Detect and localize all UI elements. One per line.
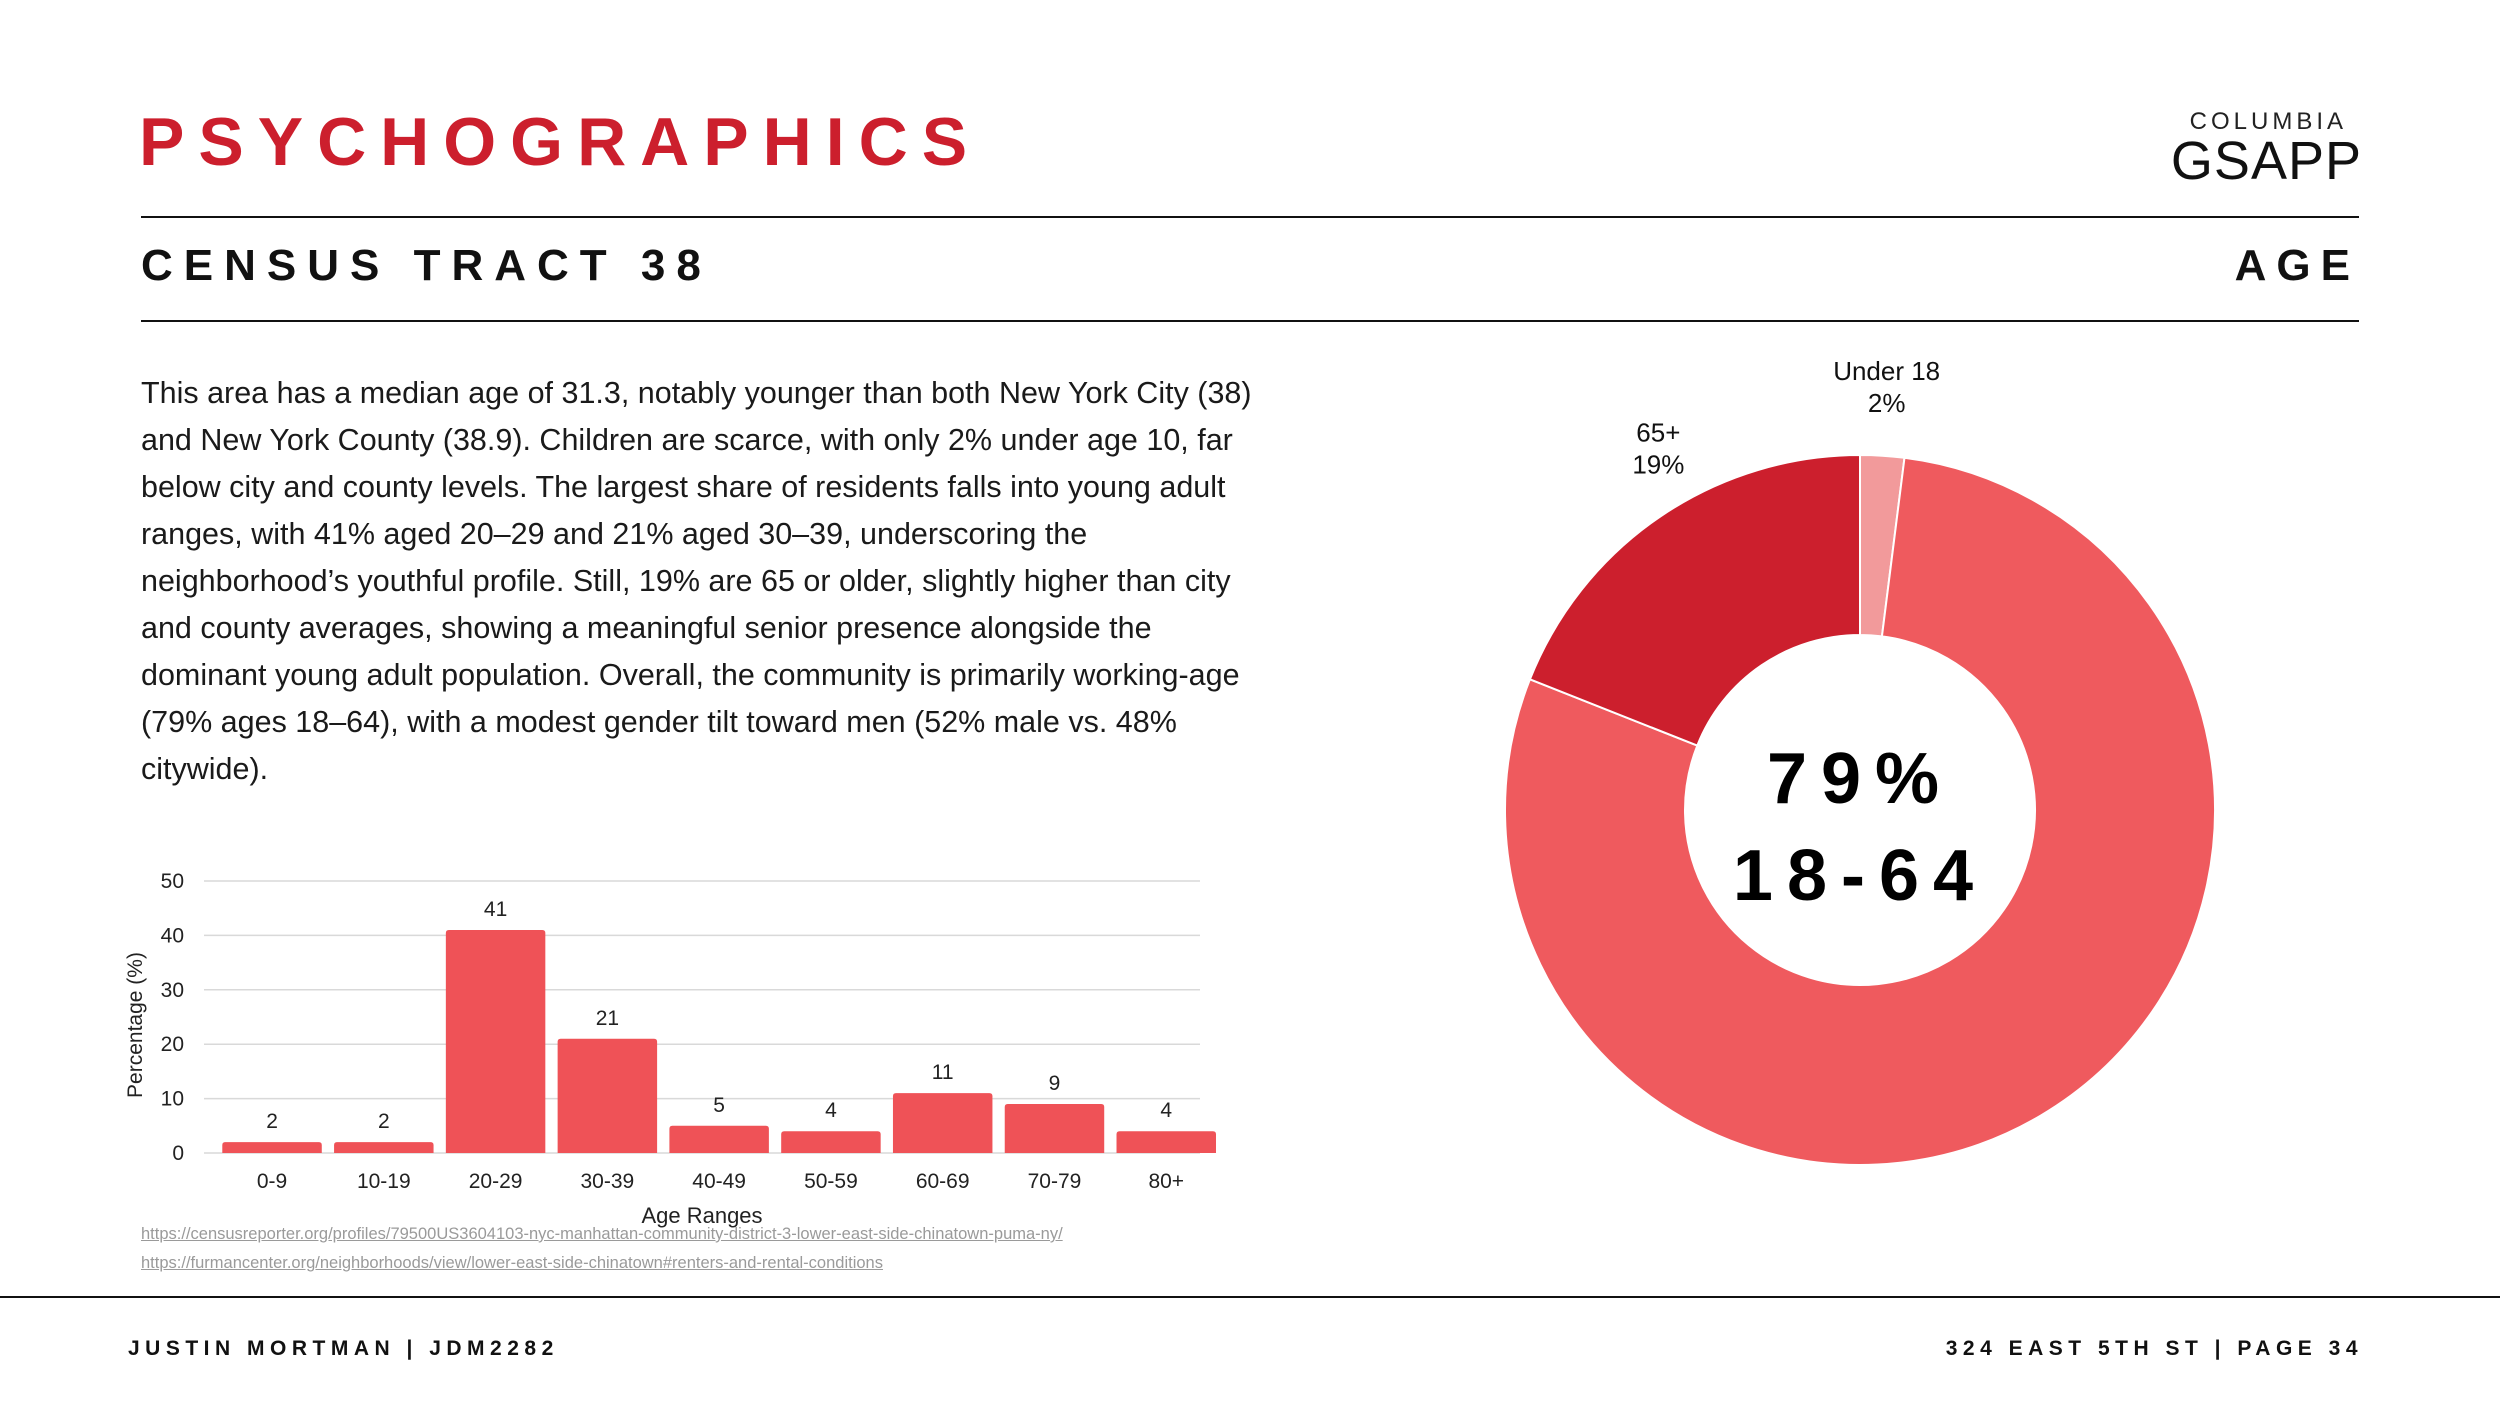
footer-page-info: 324 EAST 5TH ST | PAGE 34 <box>1945 1337 2363 1360</box>
donut-center-label: 18-64 <box>1733 836 1987 916</box>
x-tick-label: 80+ <box>1148 1170 1184 1193</box>
x-tick-label: 50-59 <box>804 1170 858 1193</box>
bar <box>1116 1131 1216 1153</box>
bar <box>1004 1104 1105 1153</box>
bar <box>222 1142 322 1153</box>
bar <box>892 1093 993 1153</box>
bar-value-label: 5 <box>713 1094 725 1117</box>
footer-divider <box>0 1296 2500 1298</box>
bar <box>669 1125 769 1153</box>
page-title: PSYCHOGRAPHICS <box>139 104 982 180</box>
bar-value-label: 9 <box>1049 1072 1061 1095</box>
donut-slice-label: 65+ <box>1636 417 1680 447</box>
donut-slice-percent: 19% <box>1632 449 1684 479</box>
bar-value-label: 2 <box>266 1110 278 1133</box>
bar-value-label: 2 <box>378 1110 390 1133</box>
y-tick-label: 20 <box>161 1033 184 1056</box>
age-donut-chart: Under 182%18-6479%65+19%79%18-64 <box>1504 360 2216 1166</box>
summary-paragraph: This area has a median age of 31.3, nota… <box>141 376 1252 786</box>
bar <box>781 1131 881 1153</box>
y-tick-label: 40 <box>161 924 184 947</box>
bar-value-label: 11 <box>932 1061 954 1084</box>
section-topic: AGE <box>2234 241 2360 290</box>
bar <box>445 929 546 1153</box>
x-tick-label: 30-39 <box>581 1170 635 1193</box>
donut-center-value: 79% <box>1767 739 1953 819</box>
x-tick-label: 0-9 <box>257 1170 287 1193</box>
y-axis-title: Percentage (%) <box>124 952 147 1098</box>
age-bar-chart: 0 10 20 30 40 50 2 0-9 2 10-19 41 20-29 21 30-39 5 40-4… <box>124 870 1216 1228</box>
y-tick-label: 10 <box>161 1088 184 1111</box>
x-tick-label: 10-19 <box>357 1170 411 1193</box>
donut-slice <box>1504 456 2216 1166</box>
bar-value-label: 21 <box>596 1007 619 1030</box>
bar-value-label: 4 <box>1160 1099 1172 1122</box>
logo-gsapp: GSAPP <box>2170 131 2362 191</box>
logo-columbia-text: COLUMBIA <box>2189 108 2347 135</box>
x-tick-label: 60-69 <box>916 1170 970 1193</box>
section-subtitle: CENSUS TRACT 38 <box>141 241 712 290</box>
x-axis-title: Age Ranges <box>641 1203 762 1228</box>
donut-slice-label: Under 18 <box>1833 360 1940 386</box>
donut-slice <box>1528 453 1861 747</box>
header-divider <box>141 216 2359 218</box>
y-tick-label: 50 <box>161 870 184 893</box>
bar <box>557 1038 658 1153</box>
footer-author: JUSTIN MORTMAN | JDM2282 <box>128 1337 559 1360</box>
source-link-furmancenter[interactable]: https://furmancenter.org/neighborhoods/v… <box>141 1254 883 1272</box>
x-tick-label: 20-29 <box>469 1170 523 1193</box>
subheader-divider <box>141 320 2359 322</box>
donut-slice-percent: 2% <box>1868 388 1906 418</box>
source-link-censusreporter[interactable]: https://censusreporter.org/profiles/7950… <box>141 1225 1063 1243</box>
bar-value-label: 41 <box>484 898 507 921</box>
y-tick-label: 0 <box>172 1142 184 1165</box>
bar-value-label: 4 <box>825 1099 837 1122</box>
x-tick-label: 40-49 <box>692 1170 746 1193</box>
bar <box>334 1142 434 1153</box>
x-tick-label: 70-79 <box>1028 1170 1082 1193</box>
y-tick-label: 30 <box>161 979 184 1002</box>
